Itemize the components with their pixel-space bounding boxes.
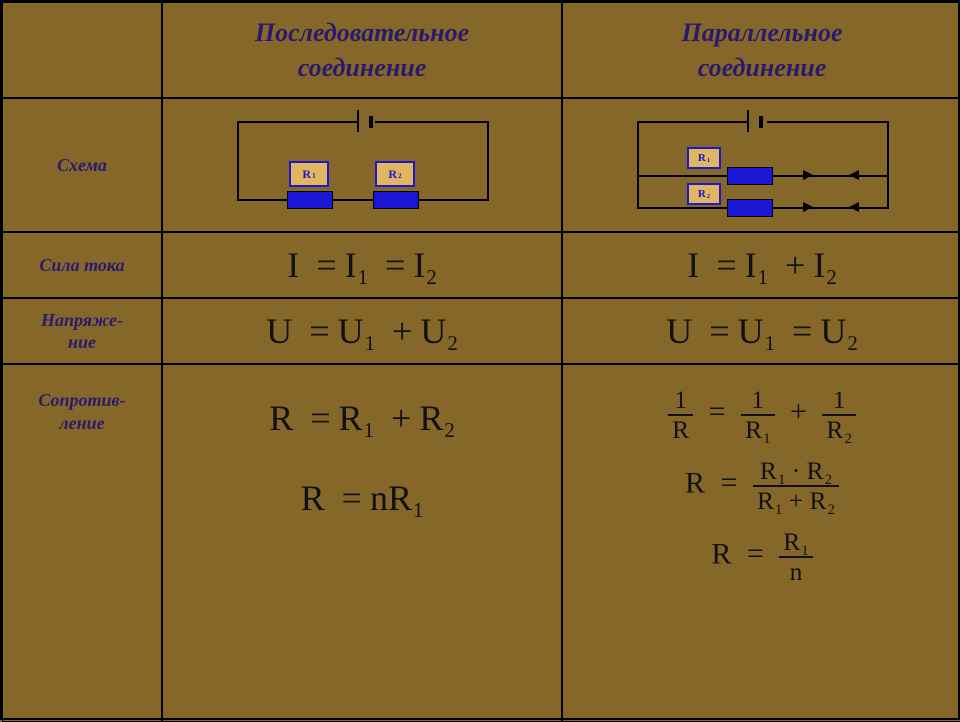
rowheader-scheme: Схема: [2, 98, 162, 232]
header-series-l2: соединение: [298, 50, 427, 85]
header-parallel: Параллельное соединение: [562, 2, 960, 98]
rowheader-resistance: Сопротив- ление: [2, 364, 162, 722]
arrow-icon: [849, 170, 859, 180]
resistance-parallel: 1R = 1R1 + 1R2 R = R1 · R2 R1 + R2 R = R…: [562, 364, 960, 722]
voltage-parallel: U =U1 =U2: [562, 298, 960, 364]
current-series: I =I1 =I2: [162, 232, 562, 298]
scheme-series: R1 R2: [162, 98, 562, 232]
comparison-table: Последовательное соединение Параллельное…: [0, 0, 960, 720]
series-r1-label: R1: [289, 161, 329, 187]
formula-resistance-parallel-3: R = R1 n: [711, 529, 812, 584]
parallel-circuit-diagram: R1 R2: [617, 115, 907, 215]
rowheader-voltage: Напряже- ние: [2, 298, 162, 364]
header-parallel-l1: Параллельное: [681, 15, 842, 50]
parallel-r2-label: R2: [687, 183, 721, 205]
header-series: Последовательное соединение: [162, 2, 562, 98]
header-parallel-l2: соединение: [698, 50, 827, 85]
series-r2: [373, 191, 419, 209]
scheme-parallel: R1 R2: [562, 98, 960, 232]
formula-resistance-series-2: R =nR1: [301, 477, 424, 519]
formula-current-parallel: I =I1 +I2: [687, 244, 837, 286]
parallel-r1: [727, 167, 773, 185]
voltage-series: U =U1 +U2: [162, 298, 562, 364]
formula-voltage-parallel: U =U1 =U2: [666, 310, 858, 352]
formula-resistance-series-1: R =R1 +R2: [269, 397, 455, 439]
formula-voltage-series: U =U1 +U2: [266, 310, 458, 352]
series-r2-label: R2: [375, 161, 415, 187]
resistance-series: R =R1 +R2 R =nR1: [162, 364, 562, 722]
current-parallel: I =I1 +I2: [562, 232, 960, 298]
rowheader-current: Сила тока: [2, 232, 162, 298]
arrow-icon: [803, 202, 813, 212]
header-series-l1: Последовательное: [255, 15, 469, 50]
header-blank: [2, 2, 162, 98]
arrow-icon: [803, 170, 813, 180]
parallel-r2: [727, 199, 773, 217]
formula-resistance-parallel-1: 1R = 1R1 + 1R2: [668, 387, 856, 442]
arrow-icon: [849, 202, 859, 212]
formula-resistance-parallel-2: R = R1 · R2 R1 + R2: [685, 458, 839, 513]
series-circuit-diagram: R1 R2: [217, 115, 507, 215]
formula-current-series: I =I1 =I2: [287, 244, 437, 286]
series-r1: [287, 191, 333, 209]
parallel-r1-label: R1: [687, 147, 721, 169]
